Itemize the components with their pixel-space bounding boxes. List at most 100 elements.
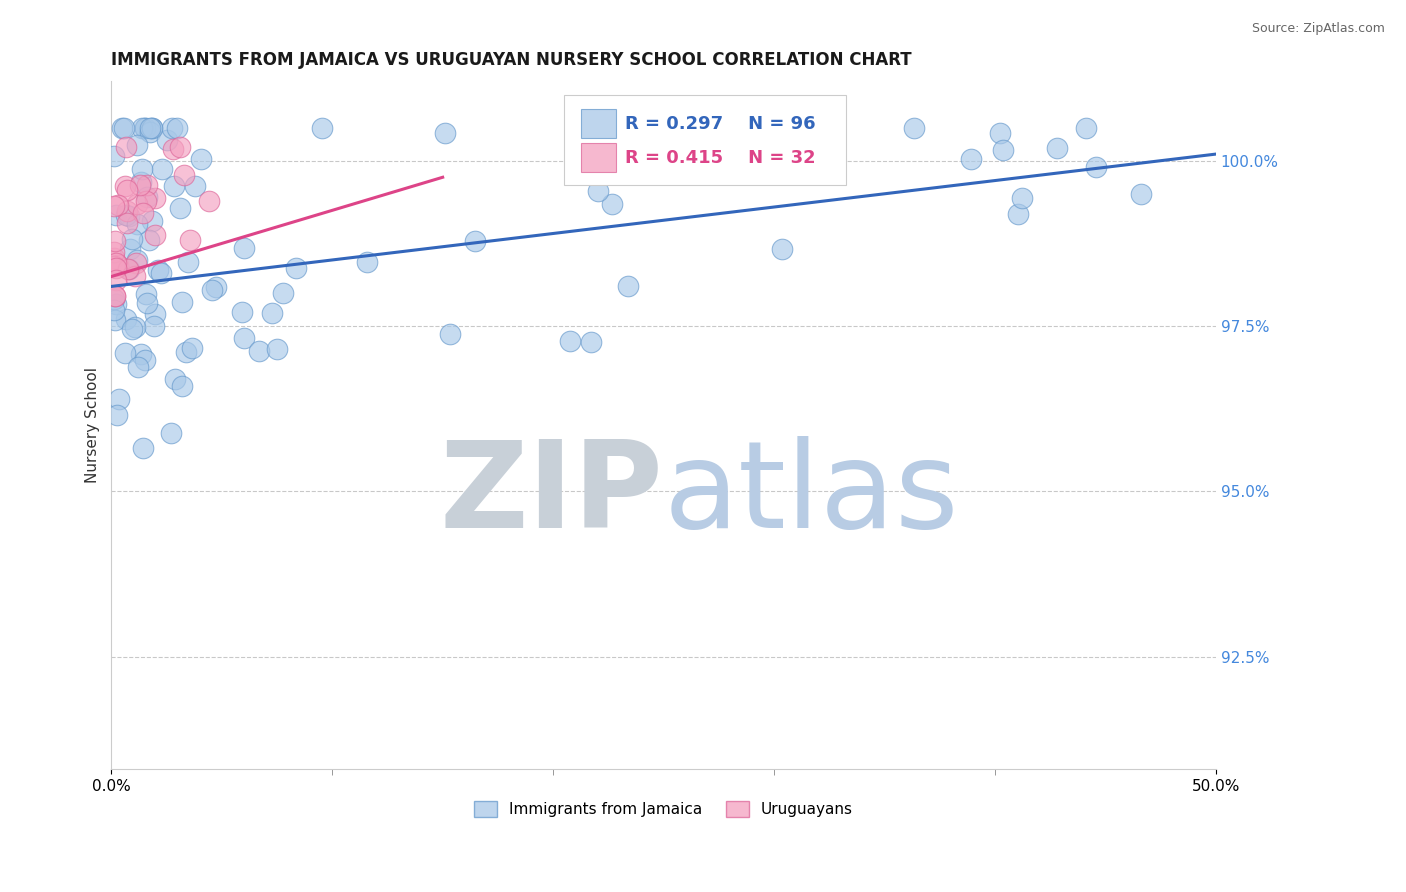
- Point: [179, 233, 201, 247]
- Point: [118, 261, 141, 276]
- Point: [150, 266, 173, 280]
- Point: [129, 347, 152, 361]
- Text: Source: ZipAtlas.com: Source: ZipAtlas.com: [1251, 22, 1385, 36]
- Point: [104, 296, 127, 310]
- Point: [988, 126, 1011, 140]
- Point: [731, 120, 754, 135]
- Point: [117, 261, 139, 276]
- Point: [271, 286, 294, 301]
- Point: [135, 296, 157, 310]
- Point: [439, 326, 461, 341]
- Point: [138, 233, 160, 247]
- Point: [138, 125, 160, 139]
- Point: [720, 121, 742, 136]
- Point: [717, 120, 740, 135]
- Point: [600, 196, 623, 211]
- Point: [121, 322, 143, 336]
- Point: [103, 199, 125, 213]
- Text: ZIP: ZIP: [440, 435, 664, 553]
- Point: [172, 295, 194, 310]
- Point: [108, 392, 131, 407]
- Point: [103, 244, 125, 259]
- Point: [141, 120, 163, 135]
- Point: [134, 120, 156, 135]
- Point: [115, 208, 138, 222]
- Point: [127, 359, 149, 374]
- FancyBboxPatch shape: [564, 95, 846, 185]
- Point: [128, 178, 150, 192]
- FancyBboxPatch shape: [581, 109, 616, 137]
- Point: [233, 241, 256, 255]
- Point: [115, 312, 138, 326]
- Point: [134, 120, 156, 135]
- Point: [162, 142, 184, 156]
- Legend: Immigrants from Jamaica, Uruguayans: Immigrants from Jamaica, Uruguayans: [468, 796, 859, 823]
- Point: [124, 268, 146, 283]
- Point: [707, 120, 730, 135]
- Point: [166, 120, 188, 135]
- Point: [159, 425, 181, 440]
- Point: [1076, 120, 1098, 135]
- Point: [143, 318, 166, 333]
- Point: [740, 154, 762, 169]
- Point: [1046, 141, 1069, 155]
- Point: [132, 205, 155, 219]
- Y-axis label: Nursery School: Nursery School: [86, 368, 100, 483]
- Point: [107, 198, 129, 212]
- Point: [163, 372, 186, 386]
- Point: [132, 442, 155, 456]
- Point: [141, 120, 163, 135]
- Point: [150, 161, 173, 176]
- Point: [903, 120, 925, 135]
- Point: [125, 256, 148, 270]
- Text: atlas: atlas: [664, 435, 959, 553]
- Point: [204, 280, 226, 294]
- Point: [107, 258, 129, 272]
- Point: [104, 256, 127, 270]
- Point: [163, 179, 186, 194]
- Point: [121, 232, 143, 246]
- Point: [131, 120, 153, 135]
- Point: [143, 191, 166, 205]
- Point: [104, 208, 127, 222]
- Point: [991, 143, 1014, 157]
- Point: [115, 140, 138, 154]
- Point: [125, 252, 148, 267]
- Point: [231, 305, 253, 319]
- Point: [105, 261, 128, 276]
- Point: [103, 251, 125, 265]
- Point: [118, 209, 141, 223]
- Point: [103, 302, 125, 317]
- Point: [104, 234, 127, 248]
- Text: R = 0.297    N = 96: R = 0.297 N = 96: [624, 115, 815, 133]
- Point: [114, 178, 136, 193]
- Point: [285, 261, 308, 276]
- Point: [111, 120, 134, 135]
- Point: [127, 218, 149, 232]
- Point: [125, 197, 148, 211]
- Point: [124, 319, 146, 334]
- Point: [115, 204, 138, 219]
- Point: [162, 120, 184, 135]
- Point: [266, 342, 288, 356]
- Point: [125, 138, 148, 153]
- Point: [105, 408, 128, 422]
- Point: [115, 184, 138, 198]
- Point: [135, 194, 157, 209]
- Point: [120, 242, 142, 256]
- Point: [184, 178, 207, 193]
- Point: [156, 133, 179, 147]
- Point: [1007, 207, 1029, 221]
- Point: [170, 379, 193, 393]
- Point: [103, 149, 125, 163]
- Point: [190, 153, 212, 167]
- Point: [201, 283, 224, 297]
- Point: [770, 242, 793, 256]
- Point: [136, 190, 159, 204]
- Point: [104, 288, 127, 302]
- Point: [434, 126, 457, 140]
- Text: R = 0.415    N = 32: R = 0.415 N = 32: [624, 149, 815, 168]
- Point: [181, 341, 204, 355]
- Point: [135, 178, 157, 193]
- Point: [103, 259, 125, 273]
